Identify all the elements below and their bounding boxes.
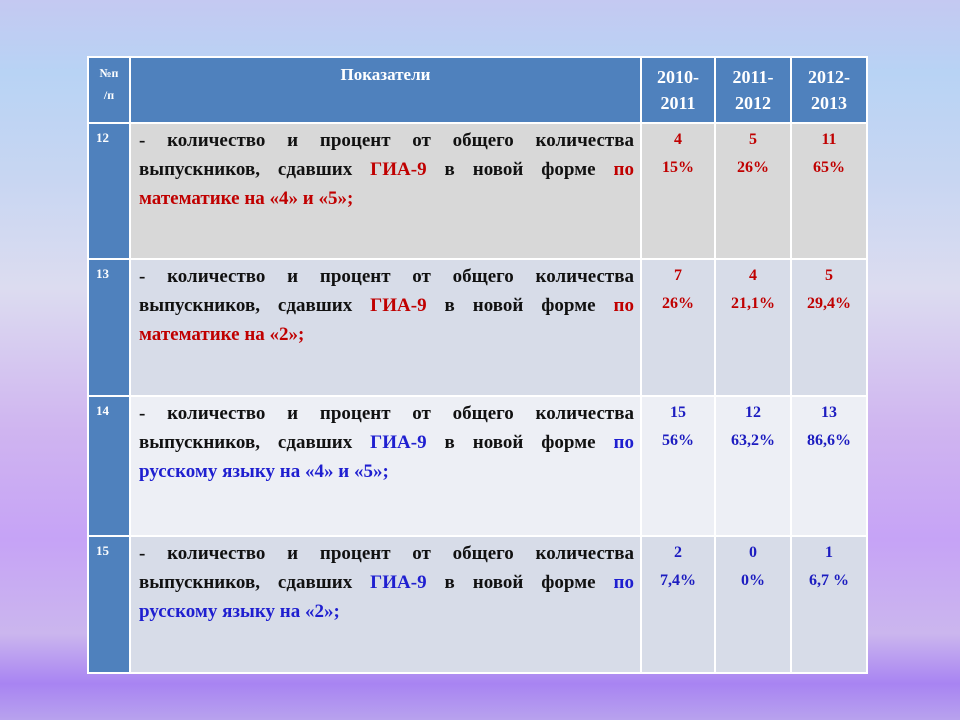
value-cell-2010-2011: 2 7,4% — [640, 535, 716, 674]
count-value: 11 — [821, 131, 837, 148]
percent-value: 26% — [662, 295, 694, 312]
subject-criteria: по математике на «4» и «5»; — [139, 159, 634, 209]
value-cell-2011-2012: 4 21,1% — [714, 258, 792, 397]
percent-value: 56% — [662, 432, 694, 449]
table-row: 13 - количество и процент от общего коли… — [87, 258, 868, 397]
year-column-header-2011-2012: 2011- 2012 — [714, 56, 792, 124]
count-value: 4 — [674, 131, 682, 148]
value-cell-2012-2013: 1 6,7 % — [790, 535, 868, 674]
percent-value: 86,6% — [807, 432, 851, 449]
table-header-row: №п /п Показатели 2010- 2011 2011- 2012 2… — [87, 56, 868, 124]
count-value: 13 — [821, 404, 837, 421]
value-cell-2012-2013: 13 86,6% — [790, 395, 868, 537]
year-header-line2: 2012 — [735, 93, 771, 113]
indicator-description: - количество и процент от общего количес… — [129, 535, 642, 674]
indicator-description: - количество и процент от общего количес… — [129, 258, 642, 397]
value-cell-2011-2012: 0 0% — [714, 535, 792, 674]
indicators-column-header: Показатели — [129, 56, 642, 124]
value-cell-2012-2013: 5 29,4% — [790, 258, 868, 397]
value-cell-2012-2013: 11 65% — [790, 122, 868, 260]
year-column-header-2010-2011: 2010- 2011 — [640, 56, 716, 124]
subject-criteria: по русскому языку на «4» и «5»; — [139, 432, 634, 482]
count-value: 2 — [674, 544, 682, 561]
subject-criteria: по русскому языку на «2»; — [139, 572, 634, 622]
row-number: 12 — [87, 122, 131, 260]
count-value: 15 — [670, 404, 686, 421]
description-text: - количество и процент от общего количес… — [139, 403, 634, 453]
value-cell-2011-2012: 5 26% — [714, 122, 792, 260]
row-number: 14 — [87, 395, 131, 537]
year-header-line2: 2011 — [660, 93, 696, 113]
table-row: 14 - количество и процент от общего коли… — [87, 395, 868, 537]
percent-value: 6,7 % — [809, 572, 849, 589]
exam-name: ГИА-9 — [370, 572, 427, 593]
count-value: 1 — [825, 544, 833, 561]
description-text-mid: в новой форме — [426, 572, 614, 593]
description-text: - количество и процент от общего количес… — [139, 266, 634, 316]
table-row: 12 - количество и процент от общего коли… — [87, 122, 868, 260]
count-value: 4 — [749, 267, 757, 284]
indicator-description: - количество и процент от общего количес… — [129, 122, 642, 260]
percent-value: 7,4% — [660, 572, 696, 589]
number-header-line2: /п — [103, 88, 115, 102]
row-number: 15 — [87, 535, 131, 674]
value-cell-2010-2011: 7 26% — [640, 258, 716, 397]
percent-value: 0% — [741, 572, 765, 589]
count-value: 12 — [745, 404, 761, 421]
value-cell-2011-2012: 12 63,2% — [714, 395, 792, 537]
percent-value: 21,1% — [731, 295, 775, 312]
number-column-header: №п /п — [87, 56, 131, 124]
percent-value: 26% — [737, 159, 769, 176]
percent-value: 15% — [662, 159, 694, 176]
value-cell-2010-2011: 4 15% — [640, 122, 716, 260]
number-header-line1: №п — [99, 66, 119, 80]
count-value: 0 — [749, 544, 757, 561]
year-header-line2: 2013 — [811, 93, 847, 113]
row-number: 13 — [87, 258, 131, 397]
description-text: - количество и процент от общего количес… — [139, 543, 634, 593]
description-text-mid: в новой форме — [426, 432, 614, 453]
description-text-mid: в новой форме — [426, 295, 614, 316]
year-header-line1: 2011- — [732, 67, 774, 87]
year-column-header-2012-2013: 2012- 2013 — [790, 56, 868, 124]
results-table: №п /п Показатели 2010- 2011 2011- 2012 2… — [87, 56, 868, 674]
percent-value: 63,2% — [731, 432, 775, 449]
indicator-description: - количество и процент от общего количес… — [129, 395, 642, 537]
description-text: - количество и процент от общего количес… — [139, 130, 634, 180]
exam-name: ГИА-9 — [370, 432, 427, 453]
subject-criteria: по математике на «2»; — [139, 295, 634, 345]
exam-name: ГИА-9 — [370, 159, 427, 180]
percent-value: 29,4% — [807, 295, 851, 312]
description-text-mid: в новой форме — [426, 159, 614, 180]
count-value: 7 — [674, 267, 682, 284]
count-value: 5 — [749, 131, 757, 148]
percent-value: 65% — [813, 159, 845, 176]
count-value: 5 — [825, 267, 833, 284]
table-row: 15 - количество и процент от общего коли… — [87, 535, 868, 674]
year-header-line1: 2010- — [657, 67, 699, 87]
exam-name: ГИА-9 — [370, 295, 427, 316]
value-cell-2010-2011: 15 56% — [640, 395, 716, 537]
year-header-line1: 2012- — [808, 67, 850, 87]
